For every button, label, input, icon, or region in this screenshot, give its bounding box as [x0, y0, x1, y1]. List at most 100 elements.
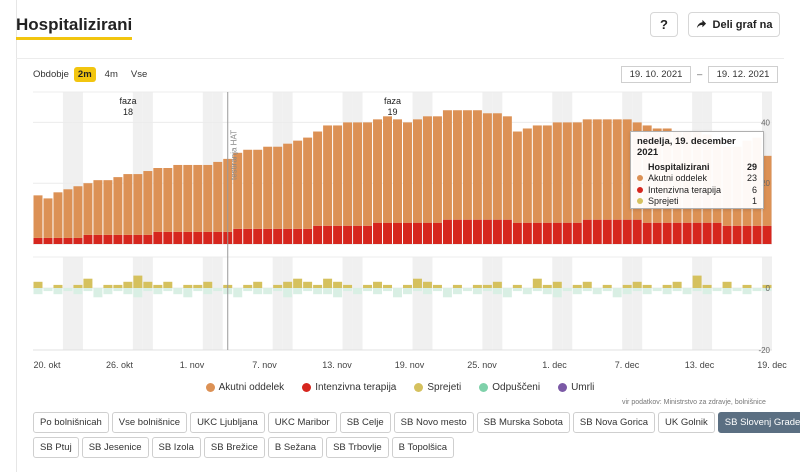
icu-bar	[482, 219, 492, 244]
acute-bar	[233, 152, 243, 229]
discharged-bar	[333, 288, 343, 298]
admitted-bar	[33, 281, 43, 288]
date-to-input[interactable]: 19. 12. 2021	[708, 66, 778, 83]
acute-bar	[333, 125, 343, 226]
hospital-filter-button[interactable]: Vse bolnišnice	[111, 412, 188, 433]
acute-bar	[263, 146, 273, 229]
discharged-bar	[123, 288, 133, 295]
x-tick-label: 25. nov	[467, 360, 497, 370]
hospital-filter-button[interactable]: UK Golnik	[658, 412, 715, 433]
icu-bar	[622, 219, 632, 244]
hospital-filter-button[interactable]: SB Novo mesto	[393, 412, 474, 433]
help-button[interactable]: ?	[650, 12, 678, 37]
hospital-filter-button[interactable]: Po bolnišnicah	[33, 412, 109, 433]
share-arrow-icon	[696, 19, 706, 29]
hospital-filter-button[interactable]: B Sežana	[267, 437, 324, 458]
discharged-bar	[522, 288, 532, 295]
hospital-filter-button[interactable]: UKC Ljubljana	[190, 412, 265, 433]
discharged-bar	[263, 288, 273, 295]
icu-bar	[672, 222, 682, 244]
acute-bar	[412, 119, 422, 223]
admitted-bar	[492, 281, 502, 288]
acute-bar	[53, 192, 63, 238]
weekend-band	[702, 257, 713, 350]
tooltip-dot	[637, 186, 643, 193]
icu-bar	[173, 231, 183, 244]
period-option-all[interactable]: Vse	[130, 69, 148, 80]
hospital-filter-button[interactable]: SB Slovenj Gradec	[717, 412, 800, 433]
admitted-bar	[532, 278, 542, 288]
hospital-filter-button[interactable]: SB Ptuj	[33, 437, 79, 458]
discharged-bar	[183, 288, 193, 298]
discharged-bar	[133, 288, 143, 298]
discharged-bar	[732, 288, 742, 292]
icu-bar	[532, 222, 542, 244]
admitted-bar	[183, 284, 193, 288]
tooltip-label: Akutni oddelek	[648, 173, 708, 184]
admitted-bar	[243, 284, 253, 288]
legend-item[interactable]: Akutni oddelek	[205, 382, 284, 393]
y-tick-label: 20	[761, 179, 770, 188]
icu-bar	[632, 219, 642, 244]
hospital-filter-button[interactable]: SB Celje	[339, 412, 391, 433]
date-from-input[interactable]: 19. 10. 2021	[621, 66, 691, 83]
icu-bar	[502, 219, 512, 244]
legend-item[interactable]: Sprejeti	[414, 382, 461, 393]
acute-bar	[353, 122, 363, 226]
hospital-filter-button[interactable]: SB Trbovlje	[326, 437, 389, 458]
icu-bar	[153, 231, 163, 244]
discharged-bar	[682, 288, 692, 295]
discharged-bar	[353, 288, 363, 295]
icu-bar	[373, 222, 383, 244]
icu-bar	[582, 219, 592, 244]
discharged-bar	[313, 288, 323, 295]
legend-item[interactable]: Odpuščeni	[479, 382, 540, 393]
acute-bar	[552, 122, 562, 223]
hospital-filter-button[interactable]: B Topolšica	[391, 437, 455, 458]
admitted-bar	[422, 281, 432, 288]
acute-bar	[462, 110, 472, 220]
help-icon: ?	[660, 17, 668, 32]
weekend-band	[142, 92, 153, 244]
weekend-band	[142, 257, 153, 350]
admitted-bar	[123, 281, 133, 288]
share-label: Deli graf na	[712, 18, 773, 31]
hospital-filter-button[interactable]: SB Brežice	[203, 437, 265, 458]
icu-bar	[333, 225, 343, 244]
legend-item[interactable]: Intenzivna terapija	[302, 382, 396, 393]
icu-bar	[762, 225, 772, 244]
admitted-bar	[343, 284, 353, 288]
legend-label: Sprejeti	[427, 382, 462, 393]
hospital-filter-button[interactable]: SB Murska Sobota	[476, 412, 570, 433]
discharged-bar	[143, 288, 153, 292]
admitted-bar	[293, 278, 303, 288]
acute-bar	[612, 119, 622, 220]
acute-bar	[472, 110, 482, 220]
discharged-bar	[632, 288, 642, 292]
tooltip-row: Hospitalizirani 29	[637, 161, 757, 173]
discharged-bar	[742, 288, 752, 295]
period-option-4m[interactable]: 4m	[104, 69, 118, 80]
acute-bar	[33, 195, 43, 238]
icu-bar	[363, 225, 373, 244]
discharged-bar	[63, 288, 73, 292]
hospital-filter-button[interactable]: SB Izola	[151, 437, 201, 458]
discharged-bar	[572, 288, 582, 295]
acute-bar	[93, 180, 103, 235]
discharged-bar	[303, 288, 313, 292]
admitted-bar	[273, 284, 283, 288]
discharged-bar	[612, 288, 622, 298]
discharged-bar	[53, 288, 63, 295]
y-tick-label: 40	[761, 118, 770, 127]
period-option-2m[interactable]: 2m	[73, 67, 96, 82]
legend-item[interactable]: Umrli	[558, 382, 594, 393]
weekend-band	[482, 257, 493, 350]
share-button[interactable]: Deli graf na	[688, 12, 780, 37]
admitted-bar	[672, 281, 682, 288]
hospital-filter-button[interactable]: SB Jesenice	[81, 437, 149, 458]
hospital-filter-button[interactable]: SB Nova Gorica	[572, 412, 656, 433]
data-source: vir podatkov: Ministrstvo za zdravje, bo…	[622, 399, 766, 406]
admitted-bar	[702, 284, 712, 288]
hospital-filter-button[interactable]: UKC Maribor	[267, 412, 337, 433]
admitted-bar	[472, 284, 482, 288]
